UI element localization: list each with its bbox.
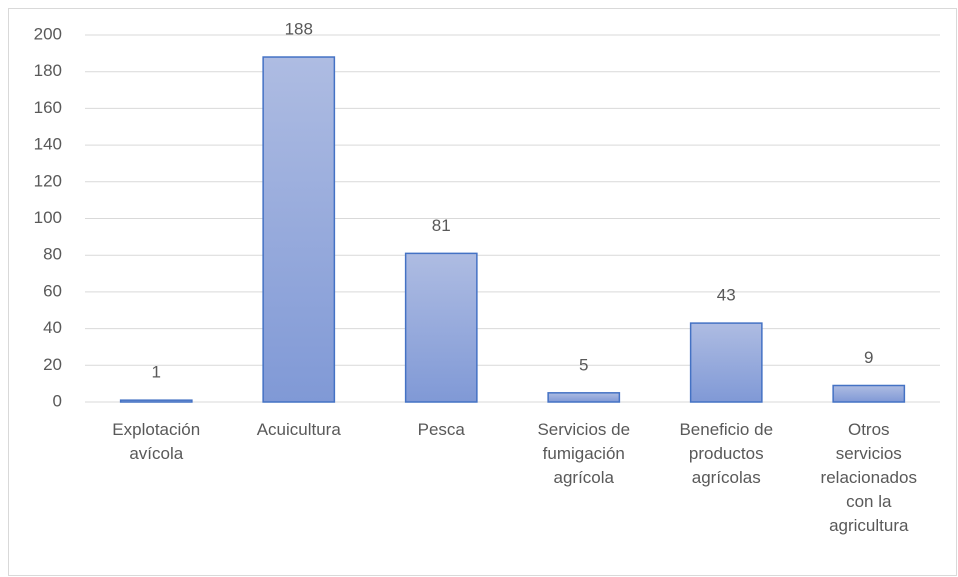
x-tick-label-box: Explotación avícola [112, 420, 201, 463]
bar [404, 252, 478, 403]
bar [262, 56, 336, 403]
y-tick-label: 20 [43, 355, 62, 374]
x-tick-label: Servicios de fumigación agrícola [537, 420, 631, 487]
x-tick-label-box: Pesca [417, 420, 465, 439]
x-tick-label-box: Beneficio de productos agrícolas [679, 420, 774, 487]
data-label: 81 [432, 216, 451, 235]
y-tick-label: 180 [34, 61, 62, 80]
x-tick-label: Explotación avícola [112, 420, 201, 463]
x-tick-label-box: Acuicultura [256, 420, 341, 439]
x-tick-label-box: Otros servicios relacionados con la agri… [820, 420, 917, 535]
data-label: 43 [717, 286, 736, 305]
x-tick-label: Acuicultura [256, 420, 341, 439]
x-tick-label: Pesca [417, 420, 465, 439]
y-tick-label: 200 [34, 24, 62, 43]
bar [832, 384, 906, 403]
data-label: 188 [285, 20, 313, 39]
y-tick-label: 120 [34, 171, 62, 190]
data-label: 5 [579, 355, 588, 374]
bar [119, 399, 193, 403]
y-tick-label: 160 [34, 98, 62, 117]
y-tick-label: 60 [43, 281, 62, 300]
x-tick-label: Beneficio de productos agrícolas [679, 420, 774, 487]
y-tick-label: 80 [43, 245, 62, 264]
data-label: 9 [864, 348, 873, 367]
bar [547, 392, 621, 403]
x-tick-label-box: Servicios de fumigación agrícola [537, 420, 631, 487]
y-tick-label: 100 [34, 208, 62, 227]
x-tick-label: Otros servicios relacionados con la agri… [820, 420, 917, 535]
y-tick-label: 140 [34, 135, 62, 154]
bar [689, 322, 763, 403]
data-label: 1 [152, 363, 161, 382]
y-tick-label: 0 [53, 391, 62, 410]
y-tick-label: 40 [43, 318, 62, 337]
